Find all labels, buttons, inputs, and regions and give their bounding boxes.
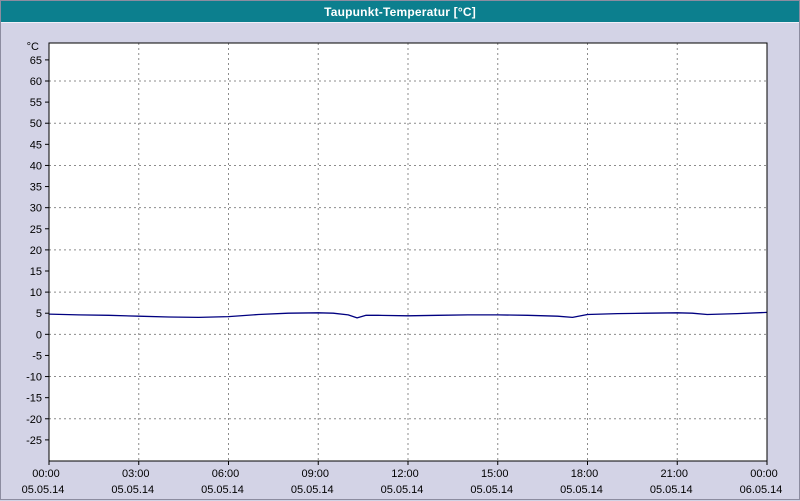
chart-title: Taupunkt-Temperatur [°C]	[324, 4, 476, 19]
x-tick-time-label: 18:00	[571, 468, 599, 480]
x-tick-date-label: 05.05.14	[650, 484, 693, 496]
x-tick-date-label: 05.05.14	[111, 484, 154, 496]
y-tick-label: 55	[30, 97, 42, 109]
y-tick-label: 25	[30, 224, 42, 236]
x-tick-date-label: 05.05.14	[22, 484, 65, 496]
y-tick-label: 50	[30, 118, 42, 130]
x-tick-date-label: 05.05.14	[201, 484, 244, 496]
y-tick-label: -10	[26, 372, 42, 384]
x-tick-date-label: 05.05.14	[470, 484, 513, 496]
y-tick-label: -15	[26, 393, 42, 405]
x-tick-date-label: 06.05.14	[740, 484, 783, 496]
series-line	[48, 311, 768, 319]
x-tick-time-label: 00:00	[750, 468, 778, 480]
y-tick-label: -20	[26, 414, 42, 426]
y-tick-label: 30	[30, 203, 42, 215]
title-bar: Taupunkt-Temperatur [°C]	[1, 1, 799, 23]
x-tick-date-label: 05.05.14	[291, 484, 334, 496]
y-tick-label: 15	[30, 266, 42, 278]
y-tick-label: 20	[30, 245, 42, 257]
y-tick-label: -5	[32, 350, 42, 362]
x-tick-time-label: 03:00	[122, 468, 150, 480]
y-tick-label: 5	[36, 308, 42, 320]
y-axis-unit-label: °C	[27, 41, 39, 53]
y-tick-label: 35	[30, 182, 42, 194]
y-tick-label: 40	[30, 160, 42, 172]
y-tick-label: 65	[30, 55, 42, 67]
x-tick-date-label: 05.05.14	[381, 484, 424, 496]
x-tick-time-label: 15:00	[481, 468, 509, 480]
y-tick-label: -25	[26, 435, 42, 447]
plot-area	[49, 43, 767, 461]
y-tick-label: 10	[30, 287, 42, 299]
y-tick-label: 60	[30, 76, 42, 88]
x-tick-time-label: 00:00	[32, 468, 60, 480]
x-tick-time-label: 09:00	[301, 468, 329, 480]
y-tick-label: 0	[36, 329, 42, 341]
x-tick-time-label: 06:00	[212, 468, 240, 480]
y-tick-label: 45	[30, 139, 42, 151]
x-tick-time-label: 21:00	[660, 468, 688, 480]
x-tick-date-label: 05.05.14	[560, 484, 603, 496]
x-tick-time-label: 12:00	[391, 468, 419, 480]
